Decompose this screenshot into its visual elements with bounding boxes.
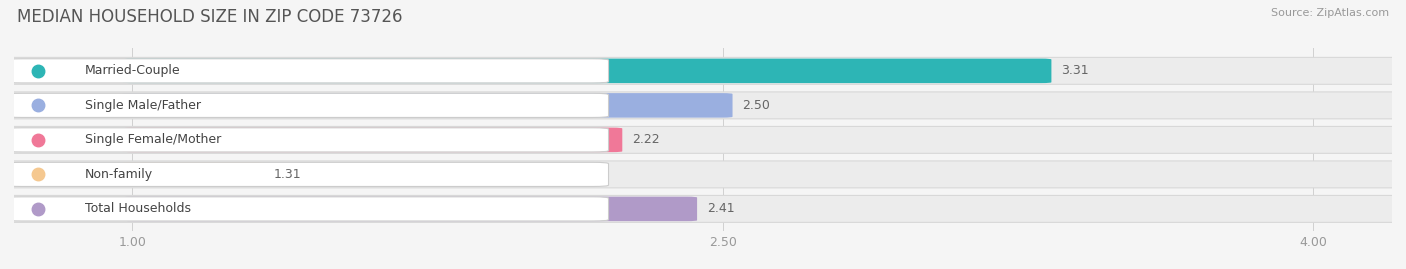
Text: MEDIAN HOUSEHOLD SIZE IN ZIP CODE 73726: MEDIAN HOUSEHOLD SIZE IN ZIP CODE 73726: [17, 8, 402, 26]
Text: Married-Couple: Married-Couple: [84, 64, 180, 77]
Text: Source: ZipAtlas.com: Source: ZipAtlas.com: [1271, 8, 1389, 18]
Text: 3.31: 3.31: [1062, 64, 1088, 77]
Text: Single Male/Father: Single Male/Father: [84, 99, 201, 112]
FancyBboxPatch shape: [122, 162, 264, 187]
FancyBboxPatch shape: [6, 59, 609, 83]
Text: 1.31: 1.31: [274, 168, 301, 181]
Text: Non-family: Non-family: [84, 168, 153, 181]
FancyBboxPatch shape: [6, 197, 609, 221]
Text: 2.41: 2.41: [707, 202, 734, 215]
FancyBboxPatch shape: [122, 197, 697, 221]
FancyBboxPatch shape: [6, 93, 609, 118]
FancyBboxPatch shape: [0, 57, 1406, 84]
FancyBboxPatch shape: [6, 162, 609, 186]
FancyBboxPatch shape: [0, 126, 1406, 153]
FancyBboxPatch shape: [122, 93, 733, 118]
FancyBboxPatch shape: [0, 161, 1406, 188]
Text: 2.22: 2.22: [633, 133, 659, 146]
FancyBboxPatch shape: [0, 196, 1406, 222]
FancyBboxPatch shape: [0, 92, 1406, 119]
Text: Single Female/Mother: Single Female/Mother: [84, 133, 221, 146]
FancyBboxPatch shape: [122, 128, 623, 152]
FancyBboxPatch shape: [122, 59, 1052, 83]
Text: 2.50: 2.50: [742, 99, 770, 112]
FancyBboxPatch shape: [6, 128, 609, 152]
Text: Total Households: Total Households: [84, 202, 191, 215]
